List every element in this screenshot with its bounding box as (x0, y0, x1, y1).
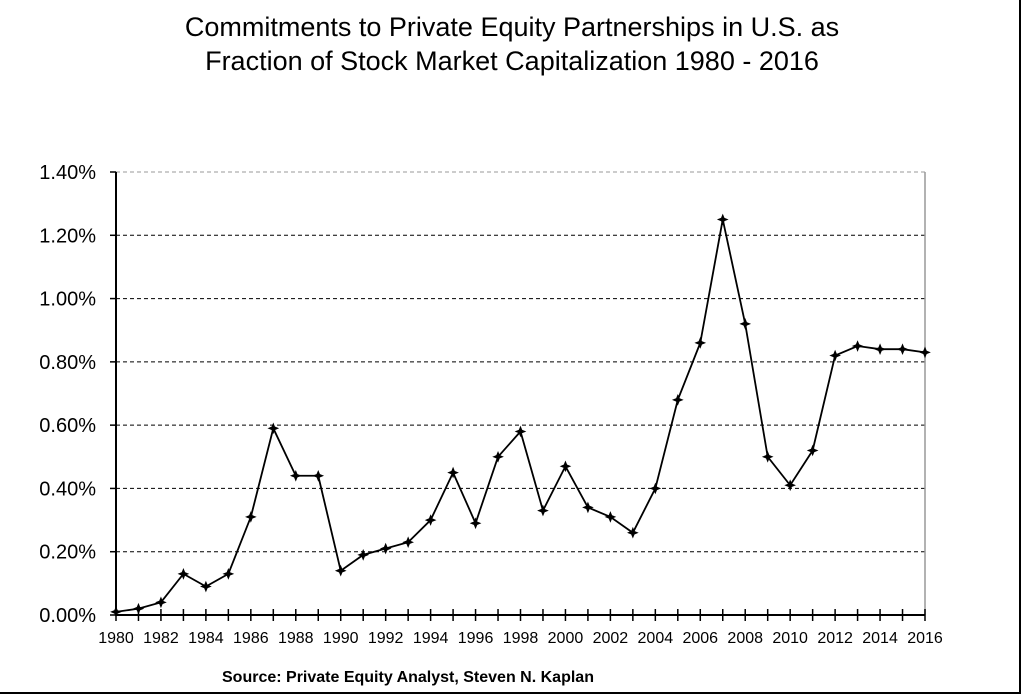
axes (110, 171, 926, 621)
chart-title: Commitments to Private Equity Partnershi… (0, 10, 1024, 78)
data-point (245, 511, 257, 523)
data-point (379, 542, 392, 555)
x-tick-label: 2006 (682, 630, 718, 647)
x-tick-label: 1990 (323, 630, 359, 647)
data-point (627, 526, 639, 539)
x-tick-label: 2012 (817, 630, 853, 647)
data-point (514, 425, 527, 438)
y-tick-label: 0.20% (39, 542, 96, 564)
y-tick-label: 0.40% (39, 478, 96, 500)
data-point (222, 568, 235, 580)
data-point (829, 349, 841, 362)
data-point (289, 469, 302, 482)
x-tick-label: 1988 (278, 630, 314, 647)
x-tick-label: 2008 (727, 630, 763, 647)
data-point (761, 450, 774, 463)
source-note: Source: Private Equity Analyst, Steven N… (222, 669, 594, 686)
chart-title-line-1: Commitments to Private Equity Partnershi… (184, 12, 840, 42)
x-tick-label: 2000 (548, 630, 584, 647)
series-line (115, 219, 926, 613)
x-tick-label: 1986 (233, 630, 269, 647)
data-point (200, 580, 212, 593)
data-point (896, 343, 909, 356)
data-point (919, 346, 931, 359)
data-point (155, 596, 167, 609)
data-point (784, 479, 796, 492)
y-tick-label: 1.00% (39, 289, 96, 311)
data-point (716, 213, 729, 226)
data-point (851, 340, 864, 352)
data-point (739, 318, 752, 330)
grid-lines (116, 171, 925, 553)
data-point (424, 514, 437, 526)
data-point (177, 568, 190, 580)
x-tick-label: 1994 (413, 630, 449, 647)
x-tick-label: 2002 (593, 630, 629, 647)
data-point (402, 536, 414, 549)
y-tick-label: 0.80% (39, 352, 96, 374)
data-point (357, 549, 370, 561)
data-point (469, 517, 482, 530)
x-tick-label: 2004 (638, 630, 674, 647)
x-tick-label: 1998 (503, 630, 539, 647)
x-tick-label: 1992 (368, 630, 404, 647)
y-tick-labels: 0.00% 0.20% 0.40% 0.60% 0.80% 1.00% 1.20% 1.40% (39, 162, 96, 627)
data-point (649, 482, 662, 495)
chart-title-line-2: Fraction of Stock Market Capitalization … (205, 46, 819, 76)
data-point (806, 444, 819, 457)
y-tick-label: 1.20% (39, 225, 96, 247)
data-point (334, 564, 347, 577)
x-tick-label: 1980 (98, 630, 134, 647)
x-tick-label: 1982 (143, 630, 179, 647)
data-point (604, 511, 617, 523)
data-point (559, 460, 572, 473)
x-tick-labels: 1980 1982 1984 1986 1988 1990 1992 1994 1996 1998… (98, 630, 943, 647)
data-point (671, 394, 684, 406)
data-point (582, 501, 594, 514)
data-point (537, 504, 549, 517)
y-tick-label: 0.00% (39, 605, 96, 627)
data-point (110, 606, 122, 618)
x-tick-label: 2014 (862, 630, 898, 647)
data-point (447, 466, 459, 479)
data-point (267, 422, 280, 435)
data-point (132, 602, 145, 615)
data-point (874, 343, 886, 356)
x-tick-label: 1996 (458, 630, 494, 647)
data-point (312, 469, 325, 482)
data-point (694, 337, 707, 349)
x-tick-label: 1984 (188, 630, 224, 647)
x-tick-label: 2016 (907, 630, 943, 647)
y-tick-label: 1.40% (39, 162, 96, 184)
series-layer (110, 213, 931, 618)
x-tick-label: 2010 (772, 630, 808, 647)
data-point (492, 450, 504, 463)
y-tick-label: 0.60% (39, 415, 96, 437)
